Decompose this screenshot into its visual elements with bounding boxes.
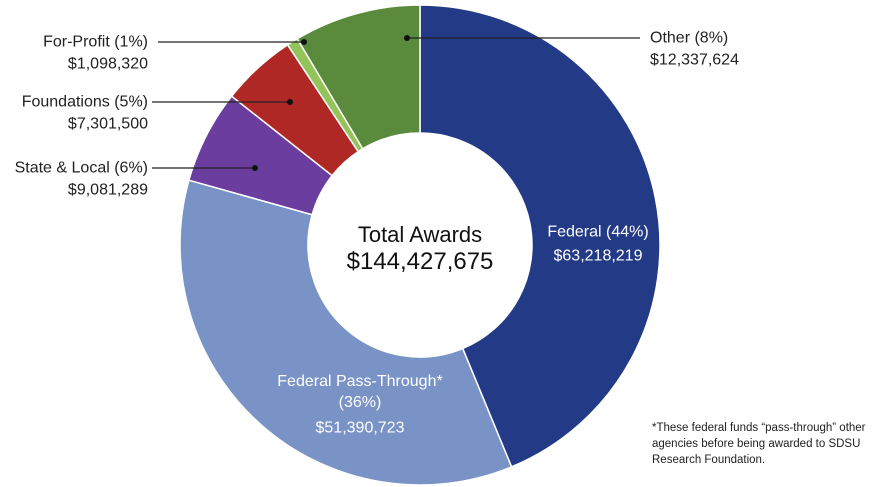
leader-dot bbox=[404, 35, 410, 41]
slice-label: State & Local (6%) bbox=[14, 159, 148, 177]
slice-value: $1,098,320 bbox=[67, 55, 148, 73]
slice-label: For-Profit (1%) bbox=[43, 33, 148, 51]
slice-value: $12,337,624 bbox=[650, 51, 739, 69]
slice-label: Other (8%) bbox=[650, 29, 729, 47]
donut-slice bbox=[179, 179, 513, 486]
leader-dot bbox=[301, 39, 307, 45]
slice-value: $51,390,723 bbox=[315, 419, 405, 437]
donut-slice bbox=[296, 4, 421, 150]
slice-label: Federal (44%) bbox=[547, 223, 649, 241]
slice-value: $9,081,289 bbox=[67, 181, 148, 199]
leader-dot bbox=[252, 165, 258, 171]
footnote: *These federal funds “pass-through” othe… bbox=[652, 422, 866, 466]
center-total: $144,427,675 bbox=[346, 248, 494, 275]
slice-label: Federal Pass-Through* (36%) bbox=[277, 373, 443, 411]
slice-value: $63,218,219 bbox=[553, 247, 643, 265]
center-title: Total Awards bbox=[357, 222, 483, 247]
slice-label: Foundations (5%) bbox=[21, 93, 148, 111]
leader-dot bbox=[287, 99, 293, 105]
slice-value: $7,301,500 bbox=[67, 115, 148, 133]
donut-slice bbox=[419, 4, 661, 468]
